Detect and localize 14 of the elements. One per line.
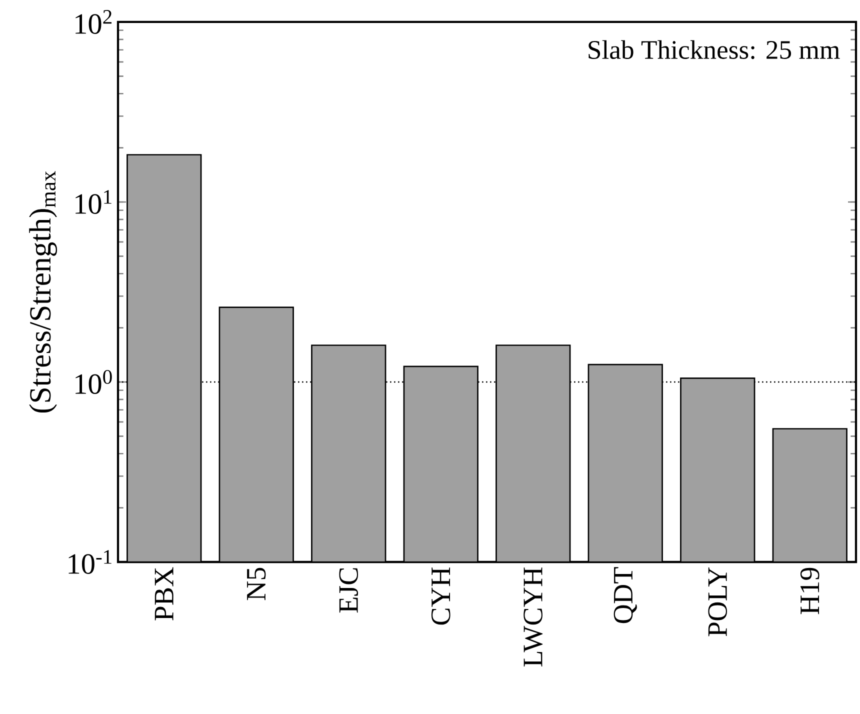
annotation: Slab Thickness: 25 mm — [588, 40, 840, 60]
x-tick-label: POLY — [708, 567, 728, 636]
x-tick-label: PBX — [154, 567, 174, 620]
y-axis-title: (Stress/Strength)$_{max}$ — [29, 171, 58, 413]
y-tick-label: 10$^{0}$ — [76, 370, 112, 394]
y-tick-label: 10$^{-1}$ — [68, 550, 112, 574]
x-tick-label: EJC — [339, 568, 358, 613]
y-tick-label: 10$^{1}$ — [76, 190, 112, 214]
y-tick-label: 10$^{2}$ — [76, 10, 112, 34]
x-tick-label: N5 — [247, 568, 266, 600]
x-tick-label: QDT — [614, 567, 637, 624]
x-tick-label: CYH — [431, 568, 450, 625]
x-tick-label: H19 — [800, 568, 820, 614]
x-tick-label: LWCYH — [524, 568, 543, 666]
